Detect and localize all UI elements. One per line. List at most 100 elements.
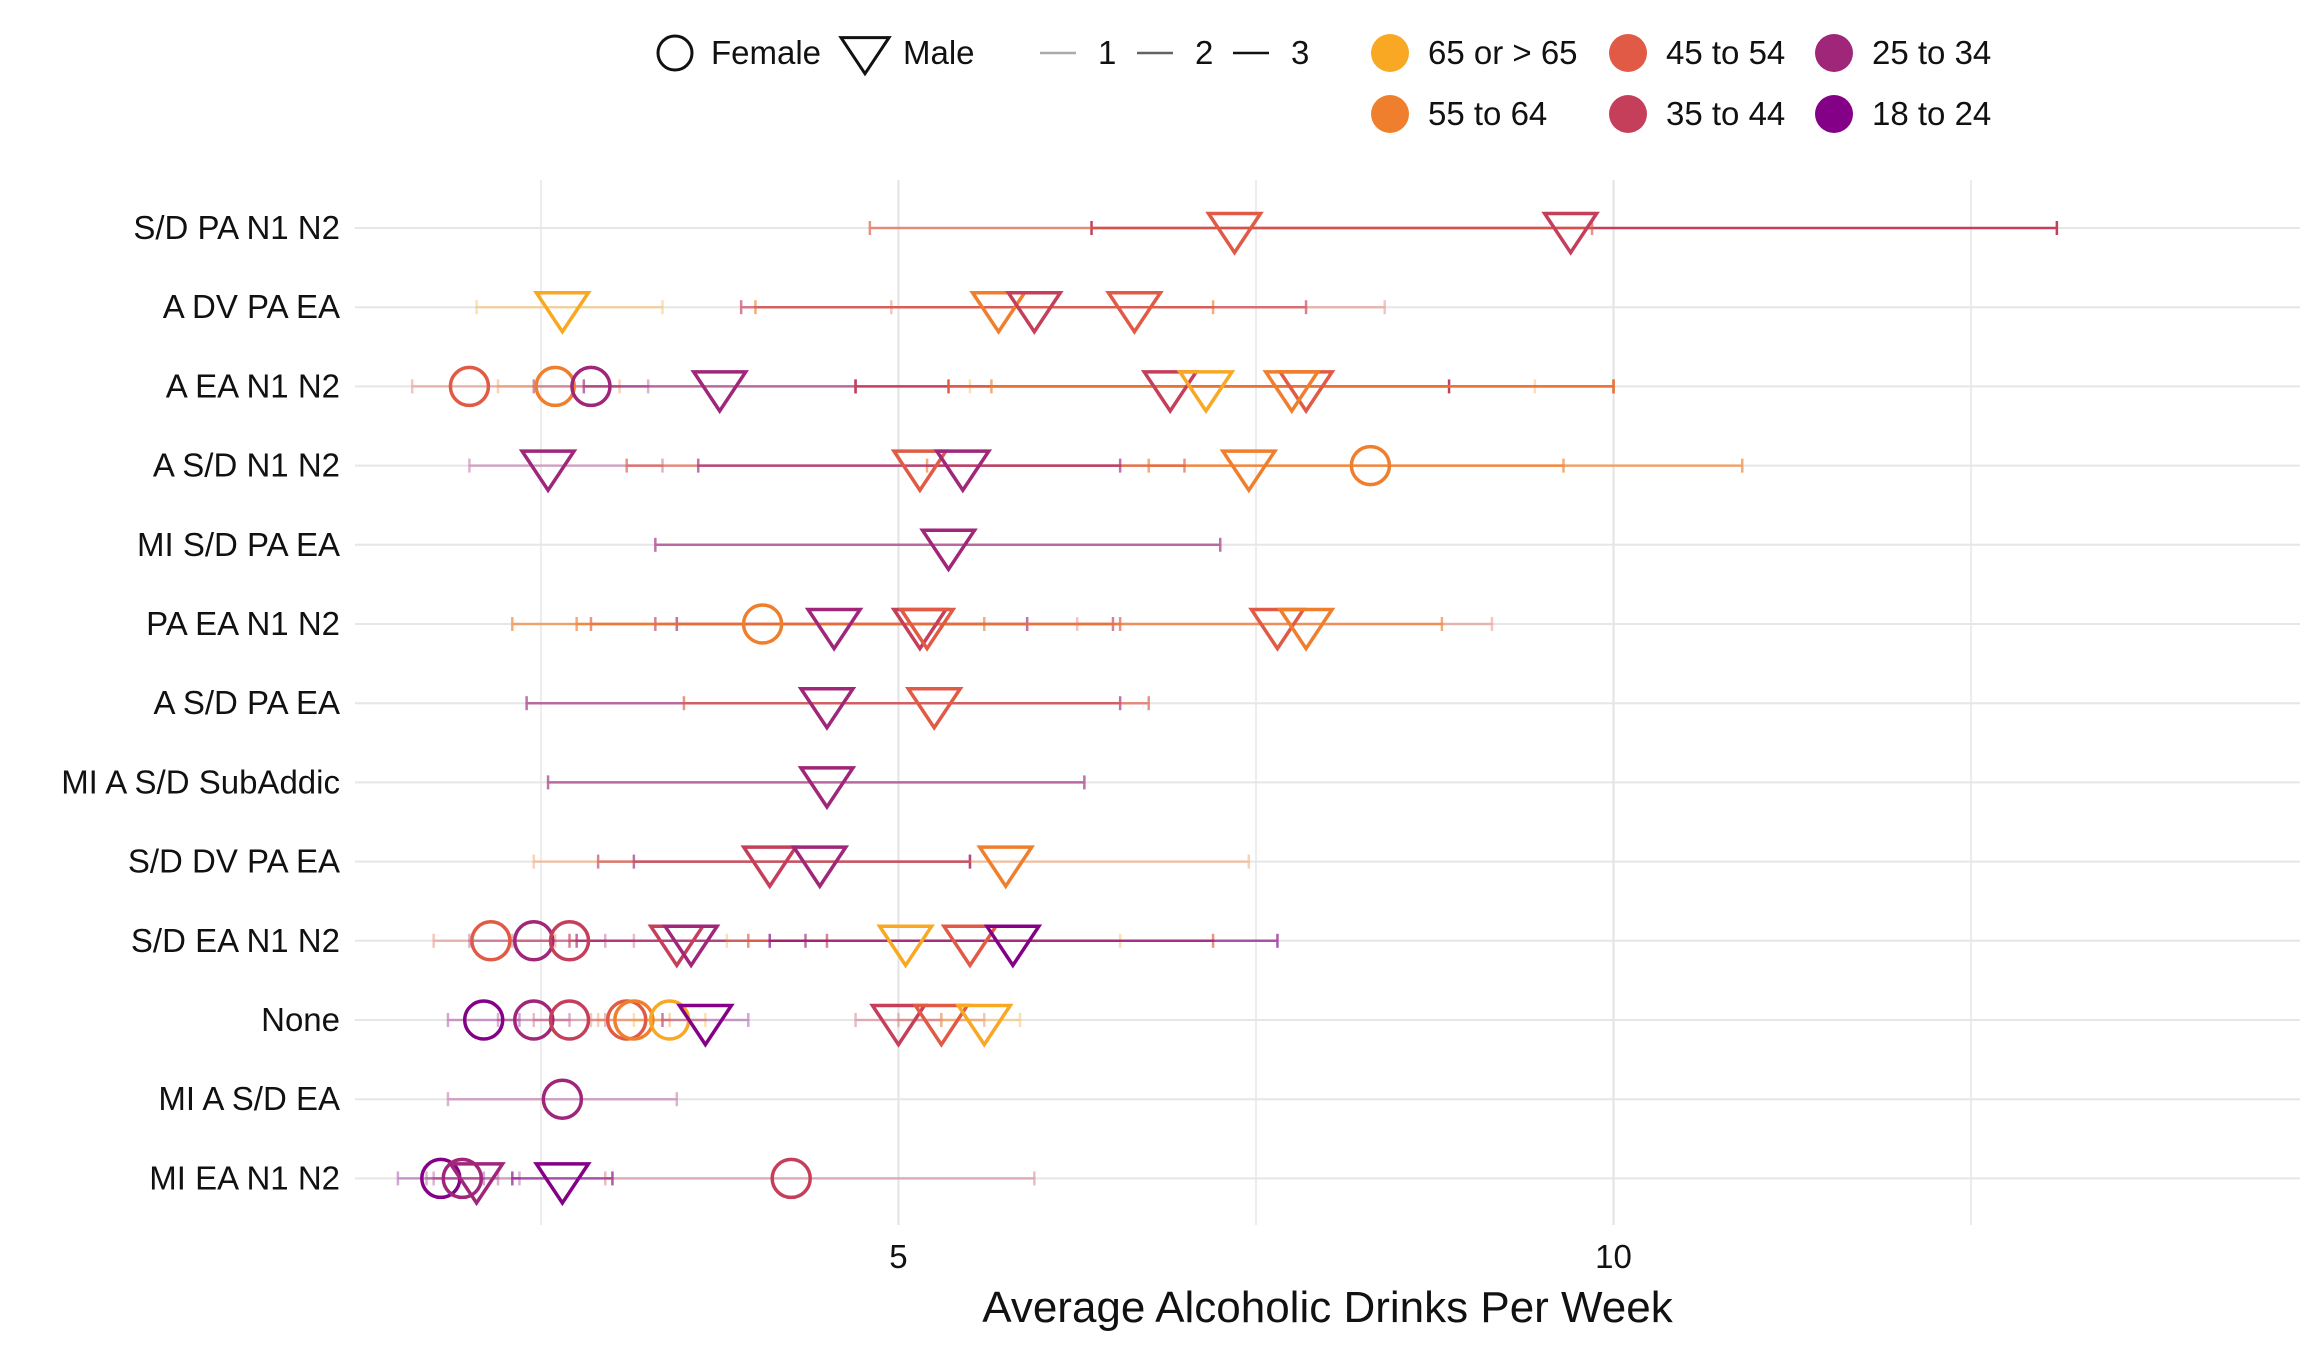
error-bar	[446, 1013, 521, 1027]
male-point-marker	[797, 686, 857, 731]
error-bar	[940, 1013, 1022, 1027]
error-bar	[661, 1013, 750, 1027]
error-bar	[739, 300, 1308, 315]
axis-layer: S/D PA N1 N2 A DV PA EA A EA N1 N2 A S/D N1…	[61, 209, 1674, 1332]
error-bar	[546, 775, 1086, 790]
male-point-marker	[969, 290, 1028, 335]
male-point-marker	[897, 607, 957, 652]
male-point-marker	[869, 1003, 928, 1048]
y-tick-label: PA EA N1 N2	[146, 605, 340, 642]
legend-male-triangle-icon	[838, 36, 892, 77]
male-point-marker	[904, 686, 964, 731]
female-point-marker	[548, 920, 591, 962]
error-bar	[410, 379, 536, 394]
female-point-marker	[613, 999, 655, 1041]
legend-age-label: 45 to 54	[1666, 34, 1785, 71]
errorbar-layer	[396, 221, 2059, 1186]
error-bar	[532, 854, 1251, 869]
female-point-marker	[534, 365, 576, 408]
male-point-marker	[1541, 211, 1600, 256]
y-tick-label: S/D EA N1 N2	[131, 922, 340, 959]
male-point-marker	[804, 607, 864, 652]
male-point-marker	[1248, 607, 1307, 652]
male-point-marker	[1276, 607, 1336, 652]
female-point-marker	[513, 920, 555, 962]
legend-age-swatch	[1609, 34, 1647, 72]
male-point-marker	[533, 1162, 592, 1207]
legend-line-weight-label: 1	[1098, 34, 1116, 71]
male-point-marker	[1005, 290, 1064, 335]
male-point-marker	[954, 1003, 1014, 1048]
y-tick-label: S/D PA N1 N2	[133, 209, 340, 246]
male-point-marker	[797, 766, 857, 811]
female-point-marker	[462, 999, 505, 1041]
error-bar	[604, 1171, 1036, 1186]
error-bar	[446, 1092, 679, 1107]
legend-age-label: 35 to 44	[1666, 95, 1785, 132]
legend-age-label: 65 or > 65	[1428, 34, 1578, 71]
y-tick-label: None	[261, 1001, 340, 1038]
legend-age-swatch	[1371, 34, 1409, 72]
legend-age-label: 25 to 34	[1872, 34, 1991, 71]
male-point-marker	[940, 924, 1000, 969]
error-bar	[396, 1171, 485, 1186]
female-point-marker	[741, 603, 784, 645]
error-bar	[890, 300, 1386, 315]
male-point-marker	[690, 370, 749, 415]
female-point-marker	[513, 999, 555, 1041]
error-bar	[582, 379, 857, 394]
female-point-marker	[770, 1157, 812, 1200]
male-point-marker	[676, 1003, 735, 1048]
error-bar	[432, 1171, 521, 1186]
male-point-marker	[1105, 290, 1164, 335]
error-bar	[511, 1171, 614, 1186]
male-point-marker	[1262, 370, 1322, 415]
female-point-marker	[541, 1078, 584, 1120]
legend-layer: Female Male 1 2 3 65 or > 65 55 to 64 45 to 54 3…	[656, 34, 1991, 133]
male-point-marker	[1176, 370, 1236, 415]
error-bar	[432, 933, 557, 948]
male-point-marker	[1219, 449, 1279, 494]
y-tick-label: MI A S/D EA	[158, 1080, 340, 1117]
error-bar	[654, 537, 1222, 552]
legend-line-weight-label: 2	[1195, 34, 1213, 71]
female-point-marker	[448, 365, 491, 408]
y-tick-label: A DV PA EA	[163, 288, 340, 325]
x-tick-label: 10	[1595, 1238, 1632, 1275]
error-bar	[511, 617, 1444, 631]
legend-age-swatch	[1815, 95, 1853, 133]
error-bar	[990, 379, 1615, 394]
x-axis-label: Average Alcoholic Drinks Per Week	[982, 1283, 1673, 1332]
error-bar	[696, 458, 1122, 473]
error-bar	[868, 221, 1594, 235]
male-point-marker	[983, 924, 1043, 969]
legend-label-male: Male	[903, 34, 975, 71]
male-point-marker	[890, 449, 950, 494]
male-point-marker	[1140, 370, 1200, 415]
male-point-marker	[447, 1162, 506, 1207]
y-tick-label: MI S/D PA EA	[137, 526, 340, 563]
female-point-marker	[470, 920, 512, 962]
y-tick-label: MI EA N1 N2	[149, 1159, 340, 1196]
legend-age-swatch	[1371, 95, 1409, 133]
legend-line-weight-label: 3	[1291, 34, 1309, 71]
male-point-marker	[912, 1003, 971, 1048]
male-point-marker	[518, 449, 578, 494]
y-tick-label: A S/D PA EA	[154, 684, 340, 721]
error-bar	[496, 1013, 571, 1027]
marker-layer	[420, 211, 1600, 1207]
female-point-marker	[1349, 444, 1392, 487]
legend-label-female: Female	[711, 34, 821, 71]
y-tick-label: A S/D N1 N2	[153, 447, 340, 484]
male-point-marker	[533, 290, 592, 335]
male-point-marker	[933, 449, 993, 494]
male-point-marker	[790, 845, 850, 890]
legend-age-swatch	[1815, 34, 1853, 72]
legend-age-swatch	[1609, 95, 1647, 133]
male-point-marker	[876, 924, 935, 969]
male-point-marker	[661, 924, 721, 969]
male-point-marker	[740, 845, 800, 890]
y-tick-label: MI A S/D SubAddic	[61, 763, 340, 800]
